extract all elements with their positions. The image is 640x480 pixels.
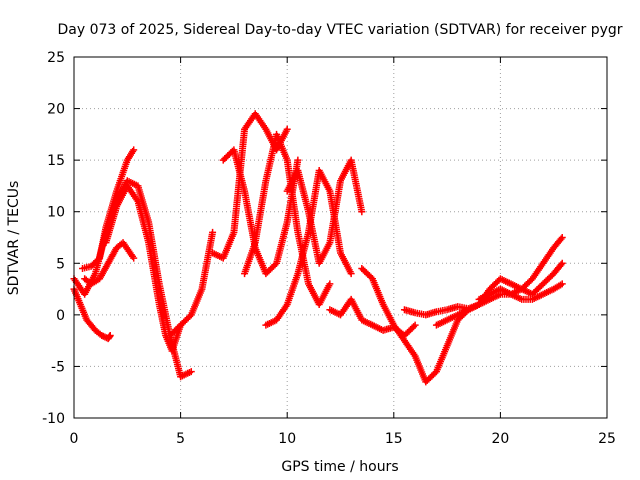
series-track-11 [283,156,366,267]
series-track-7 [209,110,291,262]
data-point [106,331,114,339]
y-tick-label: -5 [51,359,65,375]
x-tick-label: 5 [176,431,185,447]
chart-title: Day 073 of 2025, Sidereal Day-to-day VTE… [57,22,622,38]
y-tick-label: 15 [47,153,65,169]
y-axis-label: SDTVAR / TECUs [6,181,22,296]
data-point [411,321,419,329]
x-tick-label: 10 [278,431,296,447]
data-point [558,234,566,241]
data-point [294,156,302,164]
x-axis-label: GPS time / hours [281,459,398,475]
axis-ticks: 0 5 10 15 20 25 -10 -5 0 5 10 15 20 25 [42,50,616,447]
y-tick-label: 10 [47,205,65,221]
y-tick-label: 5 [56,256,65,272]
y-tick-label: 25 [47,50,65,66]
series-track-4 [81,239,138,288]
data-point [557,261,565,269]
x-tick-label: 0 [70,431,79,447]
y-tick-label: 0 [56,308,65,324]
series-track-15 [432,234,566,329]
series-track-1 [70,177,195,381]
series-track-5 [102,182,185,355]
data-point [347,270,355,278]
plot-frame [73,56,608,419]
series-track-12 [326,295,419,339]
series-track-2 [70,285,114,343]
data-point [558,259,566,267]
x-tick-label: 15 [385,431,403,447]
data-point [130,146,138,154]
data-point [358,208,366,216]
series-track-6 [166,228,217,339]
y-tick-label: 20 [47,102,65,118]
data-point [271,261,279,269]
series-track-9 [241,130,334,309]
series-track-16 [475,280,566,303]
data-point [326,280,334,288]
data-point [558,280,566,288]
x-tick-label: 25 [598,431,616,447]
data-point [130,254,138,262]
data-point [557,235,565,243]
data-point [209,228,217,236]
data-series [70,110,566,386]
data-point [187,368,195,376]
data-point [410,323,418,331]
y-tick-label: -10 [42,411,65,427]
grid [74,57,607,418]
x-tick-label: 20 [491,431,509,447]
data-point [283,125,291,133]
